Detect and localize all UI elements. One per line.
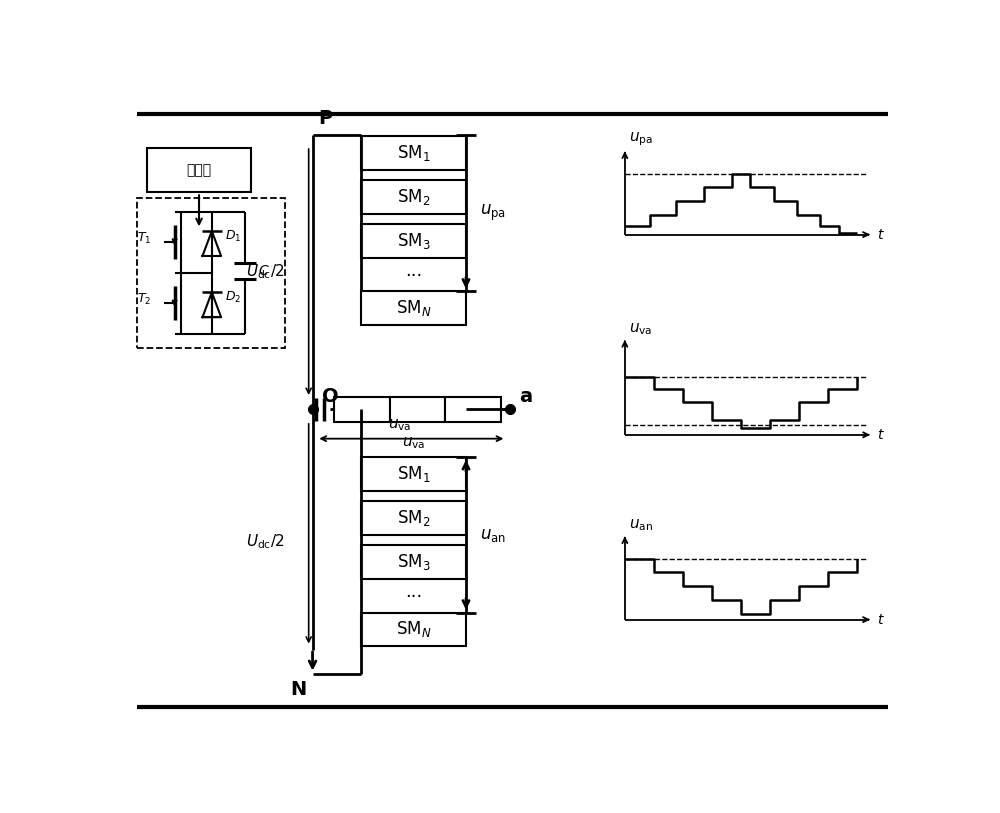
Bar	[361, 612, 466, 646]
Text: $u_{\rm an}$: $u_{\rm an}$	[629, 518, 653, 533]
Bar	[361, 545, 466, 579]
Bar	[334, 397, 390, 422]
Text: D$_2$: D$_2$	[225, 289, 241, 305]
Text: $t$: $t$	[877, 613, 885, 627]
Text: SM$_N$: SM$_N$	[396, 298, 431, 319]
Bar	[361, 501, 466, 535]
Text: $u_{\rm pa}$: $u_{\rm pa}$	[629, 131, 653, 149]
Text: SM$_1$: SM$_1$	[397, 143, 430, 163]
Text: SM$_1$: SM$_1$	[397, 464, 430, 484]
Bar	[361, 291, 466, 325]
Text: SM$_2$: SM$_2$	[397, 508, 430, 528]
Text: $u_{\rm va}$: $u_{\rm va}$	[388, 417, 411, 433]
Text: P: P	[319, 110, 333, 128]
Text: SM$_3$: SM$_3$	[397, 552, 430, 572]
Bar	[361, 136, 466, 170]
Bar	[445, 397, 501, 422]
Text: $u_{\rm va}$: $u_{\rm va}$	[402, 435, 425, 451]
Text: $u_{\rm pa}$: $u_{\rm pa}$	[480, 203, 506, 223]
Text: N: N	[290, 680, 306, 698]
Text: $u_{\rm an}$: $u_{\rm an}$	[480, 526, 506, 544]
Text: $t$: $t$	[877, 228, 885, 241]
Bar	[361, 224, 466, 258]
Bar	[390, 397, 445, 422]
Text: D$_1$: D$_1$	[225, 228, 241, 244]
Bar	[137, 198, 285, 348]
Text: $U_{\rm dc}/2$: $U_{\rm dc}/2$	[246, 533, 285, 551]
Text: $U_{\rm dc}/2$: $U_{\rm dc}/2$	[246, 263, 285, 281]
Text: T$_1$: T$_1$	[137, 231, 151, 246]
Bar	[361, 457, 466, 491]
Text: 子模块: 子模块	[186, 163, 212, 177]
Text: $t$: $t$	[877, 428, 885, 441]
Text: SM$_3$: SM$_3$	[397, 231, 430, 250]
Text: a: a	[519, 386, 533, 406]
Text: T$_2$: T$_2$	[137, 292, 151, 307]
Text: O: O	[322, 386, 338, 406]
Bar	[361, 180, 466, 214]
Text: ···: ···	[405, 588, 422, 606]
Text: ···: ···	[405, 267, 422, 285]
Text: $C$: $C$	[258, 264, 270, 278]
Bar	[147, 148, 251, 192]
Text: SM$_N$: SM$_N$	[396, 620, 431, 640]
Text: SM$_2$: SM$_2$	[397, 187, 430, 207]
Text: $u_{\rm va}$: $u_{\rm va}$	[629, 321, 652, 337]
